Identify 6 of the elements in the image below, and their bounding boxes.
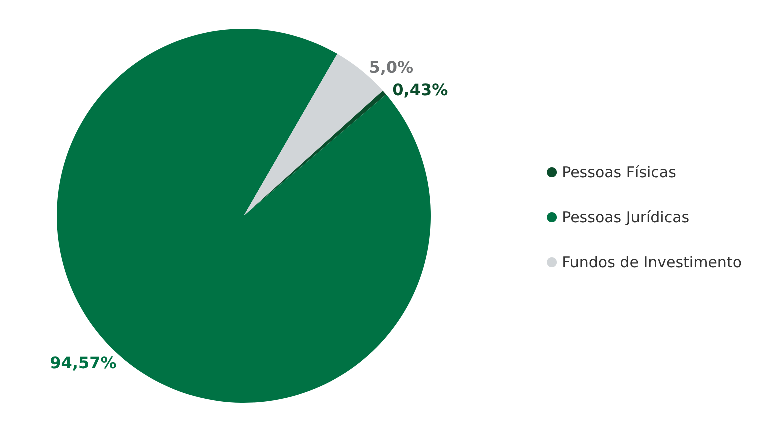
- legend-label: Fundos de Investimento: [562, 254, 742, 272]
- data-label: 5,0%: [369, 58, 414, 78]
- data-label: 0,43%: [392, 80, 448, 100]
- data-label: 94,57%: [50, 353, 117, 372]
- legend-label: Pessoas Jurídicas: [562, 208, 690, 226]
- legend-label: Pessoas Físicas: [562, 164, 677, 182]
